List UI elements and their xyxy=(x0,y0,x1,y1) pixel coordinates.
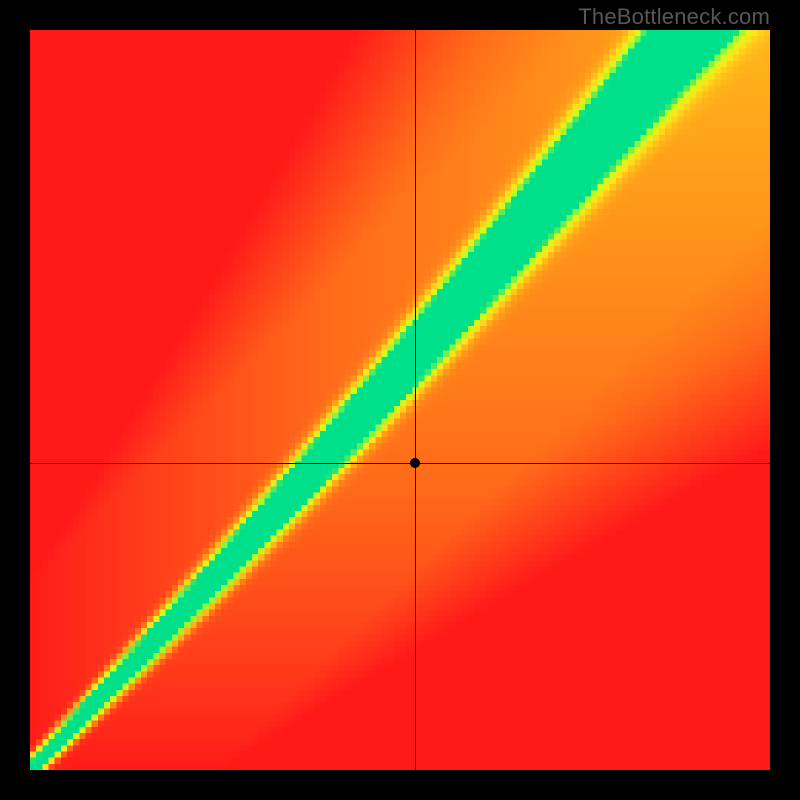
heatmap-plot-area xyxy=(30,30,770,770)
crosshair-dot-canvas xyxy=(30,30,770,770)
chart-frame: TheBottleneck.com xyxy=(0,0,800,800)
watermark-text: TheBottleneck.com xyxy=(578,4,770,30)
